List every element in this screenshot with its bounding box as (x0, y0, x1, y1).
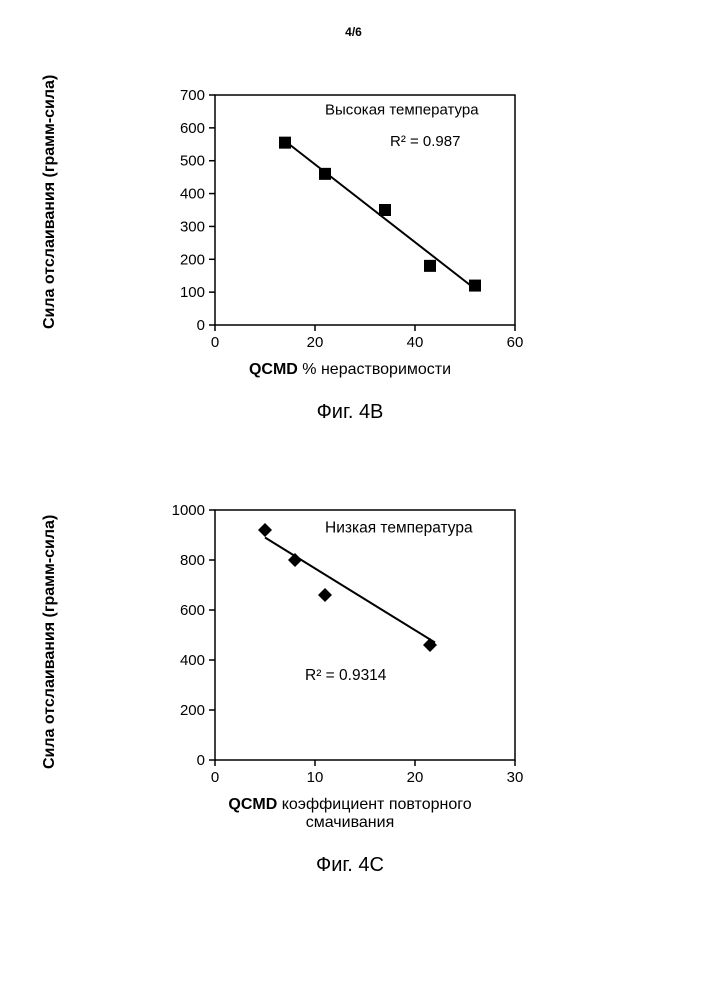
svg-text:600: 600 (180, 602, 205, 619)
svg-text:R² = 0.987: R² = 0.987 (390, 133, 460, 150)
svg-text:Высокая температура: Высокая температура (325, 102, 479, 119)
chart-c-caption: Фиг. 4C (160, 854, 540, 877)
svg-text:200: 200 (180, 251, 205, 268)
svg-text:30: 30 (507, 769, 524, 786)
chart-b-container: 0 100 200 300 400 500 600 700 0 20 40 60 Высокая тем… (160, 85, 540, 424)
svg-text:0: 0 (211, 769, 219, 786)
svg-text:600: 600 (180, 120, 205, 137)
svg-text:20: 20 (307, 334, 324, 351)
svg-text:400: 400 (180, 652, 205, 669)
svg-text:20: 20 (407, 769, 424, 786)
svg-text:300: 300 (180, 218, 205, 235)
svg-text:10: 10 (307, 769, 324, 786)
svg-text:60: 60 (507, 334, 524, 351)
chart-b-plot: 0 100 200 300 400 500 600 700 0 20 40 60 Высокая тем… (160, 85, 525, 355)
svg-text:400: 400 (180, 186, 205, 203)
svg-text:200: 200 (180, 702, 205, 719)
svg-text:800: 800 (180, 552, 205, 569)
svg-text:0: 0 (197, 317, 205, 334)
svg-text:100: 100 (180, 284, 205, 301)
chart-b-ylabel: Сила отслаивания (грамм-сила) (41, 89, 59, 329)
svg-text:40: 40 (407, 334, 424, 351)
svg-text:0: 0 (211, 334, 219, 351)
svg-text:500: 500 (180, 153, 205, 170)
page-number: 4/6 (345, 25, 362, 39)
chart-c-ylabel: Сила отслаивания (грамм-сила) (41, 489, 59, 769)
svg-text:700: 700 (180, 87, 205, 104)
chart-c-xlabel: QCMD коэффициент повторного смачивания (160, 796, 540, 832)
svg-text:Низкая температура: Низкая температура (325, 520, 473, 537)
svg-text:1000: 1000 (172, 502, 205, 519)
chart-c-plot: 0 200 400 600 800 1000 0 10 20 30 Низкая температу… (160, 500, 525, 790)
svg-text:R² = 0.9314: R² = 0.9314 (305, 667, 387, 684)
chart-b-caption: Фиг. 4B (160, 401, 540, 424)
chart-c-container: 0 200 400 600 800 1000 0 10 20 30 Низкая температу… (160, 500, 540, 877)
svg-text:0: 0 (197, 752, 205, 769)
chart-b-xlabel: QCMD % нерастворимости (160, 361, 540, 379)
